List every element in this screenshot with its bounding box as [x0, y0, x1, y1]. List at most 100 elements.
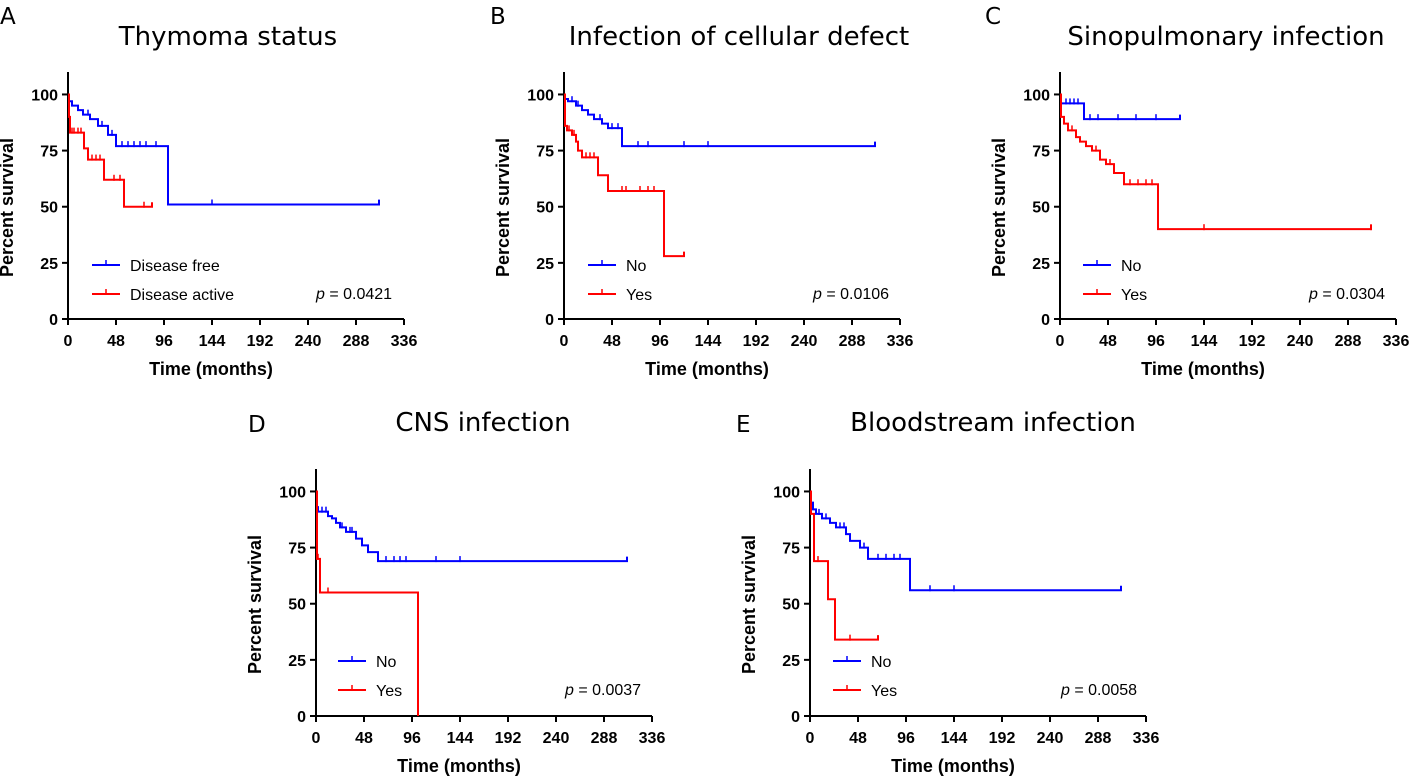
x-tick-label: 0 — [1056, 333, 1065, 350]
x-axis-label: Time (months) — [149, 359, 273, 379]
x-tick-label: 144 — [941, 730, 968, 747]
x-tick-label: 288 — [343, 333, 370, 350]
panel-b: B Infection of cellular defect 0 25 50 75 100 0… — [490, 4, 913, 379]
x-tick-label: 240 — [1287, 333, 1314, 350]
panel-a: A Thymoma status 0 25 50 75 100 0 48 96 144 192 240 2… — [0, 4, 417, 379]
survival-curve-red — [564, 93, 685, 258]
p-value-number: 0.0106 — [840, 286, 889, 303]
x-tick-label: 288 — [1335, 333, 1362, 350]
y-tick-label: 0 — [545, 312, 554, 329]
panel-letter: C — [985, 4, 1001, 30]
chart-title: CNS infection — [395, 408, 570, 438]
legend-label: Disease free — [130, 258, 220, 275]
legend-label: Yes — [626, 287, 652, 304]
p-value-number: 0.0421 — [343, 286, 392, 303]
y-tick-label: 50 — [1032, 200, 1050, 217]
y-tick-label: 0 — [297, 709, 306, 726]
panel-d: D CNS infection 0 25 50 75 100 0 48 96 144 192 240 28… — [245, 408, 665, 776]
y-tick-label: 100 — [773, 484, 800, 501]
y-tick-label: 50 — [40, 200, 58, 217]
y-tick-label: 75 — [288, 541, 306, 558]
panel-letter: E — [736, 412, 751, 438]
x-tick-label: 336 — [1383, 333, 1410, 350]
y-tick-label: 100 — [279, 484, 306, 501]
chart-title: Thymoma status — [118, 22, 337, 52]
p-equals: = — [1318, 286, 1336, 303]
p-equals: = — [574, 682, 592, 699]
legend-label: No — [376, 654, 397, 671]
x-axis-label: Time (months) — [645, 359, 769, 379]
x-tick-label: 240 — [1037, 730, 1064, 747]
survival-curve-blue — [564, 93, 876, 148]
x-tick-label: 336 — [887, 333, 914, 350]
survival-curve-red — [1060, 93, 1372, 231]
p-value: p = 0.0421 — [315, 286, 392, 303]
chart-title: Bloodstream infection — [850, 408, 1136, 438]
panel-c: C Sinopulmonary infection 0 25 50 75 100 0 48 96 1… — [985, 4, 1409, 379]
y-tick-label: 25 — [40, 256, 58, 273]
survival-curve-blue — [810, 490, 1122, 592]
p-symbol: p — [1060, 682, 1070, 699]
x-tick-label: 240 — [543, 730, 570, 747]
survival-curve-blue — [316, 490, 628, 563]
x-tick-label: 288 — [591, 730, 618, 747]
p-value: p = 0.0058 — [1060, 682, 1137, 699]
p-value: p = 0.0304 — [1308, 286, 1385, 303]
chart-title: Sinopulmonary infection — [1067, 22, 1384, 52]
x-tick-label: 192 — [989, 730, 1016, 747]
x-tick-label: 0 — [806, 730, 815, 747]
legend-label: Yes — [871, 683, 897, 700]
p-equals: = — [822, 286, 840, 303]
survival-curve-red — [316, 490, 419, 716]
p-value: p = 0.0037 — [564, 682, 641, 699]
panel-letter: A — [0, 4, 16, 30]
x-tick-label: 96 — [1147, 333, 1165, 350]
x-tick-label: 48 — [107, 333, 125, 350]
x-tick-label: 192 — [1239, 333, 1266, 350]
y-tick-label: 25 — [1032, 256, 1050, 273]
p-value-number: 0.0058 — [1088, 682, 1137, 699]
y-tick-label: 50 — [782, 597, 800, 614]
x-tick-label: 0 — [312, 730, 321, 747]
x-tick-label: 96 — [403, 730, 421, 747]
p-value-number: 0.0037 — [592, 682, 641, 699]
panel-letter: B — [490, 4, 506, 30]
x-tick-label: 192 — [495, 730, 522, 747]
x-tick-label: 96 — [651, 333, 669, 350]
legend-label: No — [626, 258, 647, 275]
legend-label: No — [1121, 258, 1142, 275]
legend-label: Yes — [1121, 287, 1147, 304]
x-tick-label: 0 — [560, 333, 569, 350]
y-tick-label: 100 — [31, 87, 58, 104]
panel-letter: D — [248, 412, 266, 438]
x-tick-label: 48 — [603, 333, 621, 350]
x-tick-label: 48 — [355, 730, 373, 747]
y-tick-label: 50 — [288, 597, 306, 614]
y-axis-label: Percent survival — [0, 138, 17, 277]
chart-title: Infection of cellular defect — [569, 22, 909, 52]
y-axis-label: Percent survival — [493, 138, 513, 277]
y-tick-label: 75 — [536, 144, 554, 161]
legend-label: Disease active — [130, 287, 234, 304]
y-tick-label: 50 — [536, 200, 554, 217]
p-symbol: p — [812, 286, 822, 303]
x-tick-label: 288 — [1085, 730, 1112, 747]
x-tick-label: 192 — [743, 333, 770, 350]
x-tick-label: 48 — [1099, 333, 1117, 350]
x-tick-label: 0 — [64, 333, 73, 350]
x-tick-label: 336 — [391, 333, 418, 350]
x-tick-label: 48 — [849, 730, 867, 747]
x-axis-label: Time (months) — [891, 756, 1015, 776]
p-symbol: p — [1308, 286, 1318, 303]
p-value-number: 0.0304 — [1336, 286, 1385, 303]
x-tick-label: 144 — [1191, 333, 1218, 350]
legend-label: Yes — [376, 683, 402, 700]
y-tick-label: 0 — [49, 312, 58, 329]
p-equals: = — [1070, 682, 1088, 699]
x-tick-label: 240 — [791, 333, 818, 350]
y-tick-label: 0 — [1041, 312, 1050, 329]
x-axis-label: Time (months) — [397, 756, 521, 776]
y-axis-label: Percent survival — [739, 535, 759, 674]
y-tick-label: 25 — [782, 653, 800, 670]
